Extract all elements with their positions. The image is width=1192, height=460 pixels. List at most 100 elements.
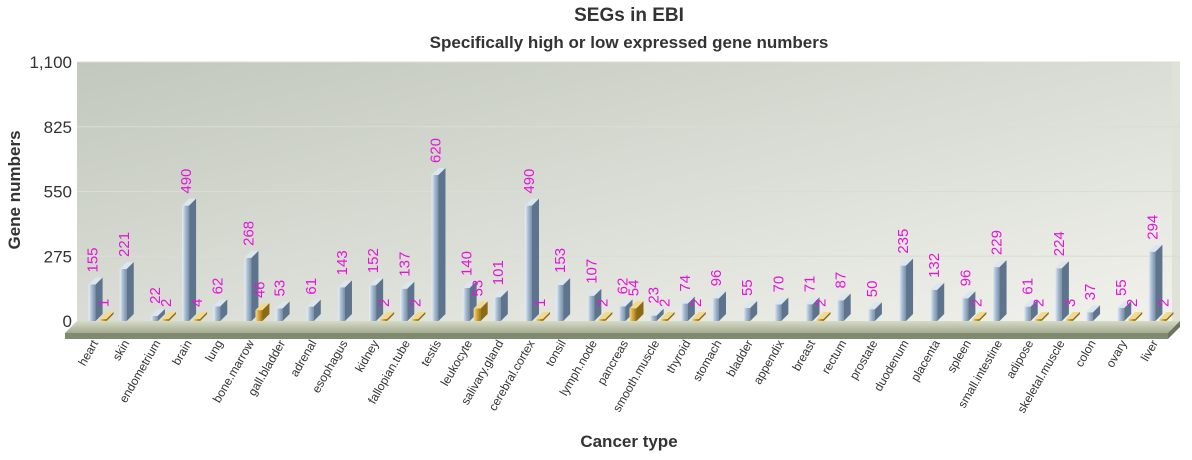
data-label-low: 2 xyxy=(813,299,830,307)
bar-high-front xyxy=(836,300,844,321)
bar-high-top xyxy=(119,261,134,269)
data-label-high: 229 xyxy=(989,230,1006,255)
bar-high-side xyxy=(1155,244,1163,321)
data-label-high: 132 xyxy=(926,253,943,278)
bar-high-front xyxy=(275,308,283,321)
bar-high-top xyxy=(213,299,228,307)
bar-high-top xyxy=(774,297,789,305)
bar-low-side xyxy=(542,312,550,321)
bar-low-front xyxy=(161,319,169,321)
bar-high-top xyxy=(899,258,914,266)
bar-low-side xyxy=(418,312,426,321)
data-label-high: 62 xyxy=(615,278,632,295)
data-label-high: 101 xyxy=(490,260,507,285)
bar-low-side xyxy=(1072,312,1080,321)
bar-high-side xyxy=(843,293,851,321)
bar-high-side xyxy=(500,290,508,321)
bar-high-top xyxy=(649,308,664,316)
bar-low-top xyxy=(255,303,270,311)
bar-high-side xyxy=(251,250,259,321)
bar-high-front xyxy=(462,288,470,321)
bar-high-top xyxy=(556,277,571,285)
bar-high-front xyxy=(556,284,564,321)
bar-high-top xyxy=(275,301,290,309)
data-label-low: 3 xyxy=(1062,299,1079,307)
bar-high-side xyxy=(438,168,446,321)
bar-low-top xyxy=(1065,312,1080,319)
y-tick-label: 1,100 xyxy=(29,53,72,72)
x-tick-label: liver xyxy=(1138,338,1161,364)
data-label-high: 137 xyxy=(396,252,413,277)
bar-high-front xyxy=(1023,306,1031,321)
bar-high-side xyxy=(968,291,976,321)
bar-high-top xyxy=(431,168,446,176)
bar-high-side xyxy=(220,299,228,321)
data-label-high: 23 xyxy=(646,287,663,304)
bar-low-top xyxy=(629,301,644,309)
x-tick-label: kidney xyxy=(352,338,381,375)
bar-high-top xyxy=(88,277,103,285)
bar-high-front xyxy=(244,257,252,321)
bar-high-top xyxy=(1086,305,1101,313)
bar-low-side xyxy=(979,312,987,321)
data-label-low: 4 xyxy=(189,299,206,307)
bar-high-front xyxy=(930,289,938,321)
data-label-low: 2 xyxy=(688,299,705,307)
bar-high-top xyxy=(244,250,259,258)
bar-low-top xyxy=(1034,312,1049,319)
bar-high-front xyxy=(119,268,127,321)
bar-high-top xyxy=(992,260,1007,268)
bar-high-top xyxy=(743,301,758,309)
data-label-high: 55 xyxy=(1113,279,1130,296)
bar-high-side xyxy=(376,278,384,321)
bar-high-top xyxy=(587,288,602,296)
bar-low-side xyxy=(200,312,208,321)
x-tick-label: tonsil xyxy=(543,338,569,369)
data-label-high: 37 xyxy=(1082,284,1099,301)
plot-floor-side xyxy=(1168,321,1180,339)
bar-high-side xyxy=(781,297,789,321)
bar-high-side xyxy=(937,282,945,321)
bar-high-front xyxy=(182,205,190,321)
data-label-high: 155 xyxy=(85,247,102,272)
bar-high-top xyxy=(150,308,165,316)
bar-high-top xyxy=(306,299,321,307)
bar-high-side xyxy=(687,296,695,321)
x-tick-label: rectum xyxy=(819,338,849,377)
x-tick-label: adrenal xyxy=(287,338,319,380)
bar-low-side xyxy=(1135,312,1143,321)
x-tick-label: brain xyxy=(169,338,194,368)
y-axis-label: Gene numbers xyxy=(5,130,24,249)
x-tick-label: prostate xyxy=(847,337,881,382)
x-tick-label: spleen xyxy=(944,338,974,376)
bar-low-side xyxy=(1166,312,1174,321)
bar-low-top xyxy=(535,312,550,319)
bar-high-front xyxy=(213,306,221,321)
bar-high-side xyxy=(407,281,415,321)
bar-high-front xyxy=(961,298,969,321)
bar-high-front xyxy=(680,303,688,321)
bar-low-side xyxy=(823,312,831,321)
data-label-high: 62 xyxy=(209,278,226,295)
bar-low-front xyxy=(193,319,201,321)
bar-high-front xyxy=(712,298,720,321)
bar-low-front xyxy=(380,319,388,321)
plot-floor-edge xyxy=(65,333,1168,339)
bar-high-side xyxy=(656,308,664,321)
bar-high-front xyxy=(337,287,345,321)
bar-high-front xyxy=(899,265,907,321)
bar-high-front xyxy=(867,309,875,321)
bar-low-front xyxy=(629,308,637,321)
x-tick-label: testis xyxy=(418,338,444,369)
data-label-high: 70 xyxy=(770,276,787,293)
bar-high-front xyxy=(992,267,1000,321)
bar-low-side xyxy=(168,312,176,321)
bar-high-top xyxy=(462,281,477,289)
y-tick-label: 275 xyxy=(44,247,72,266)
data-label-high: 235 xyxy=(895,229,912,254)
y-tick-label: 825 xyxy=(44,118,72,137)
data-label-low: 46 xyxy=(251,281,268,298)
bar-high-side xyxy=(719,291,727,321)
bar-high-front xyxy=(400,288,408,321)
